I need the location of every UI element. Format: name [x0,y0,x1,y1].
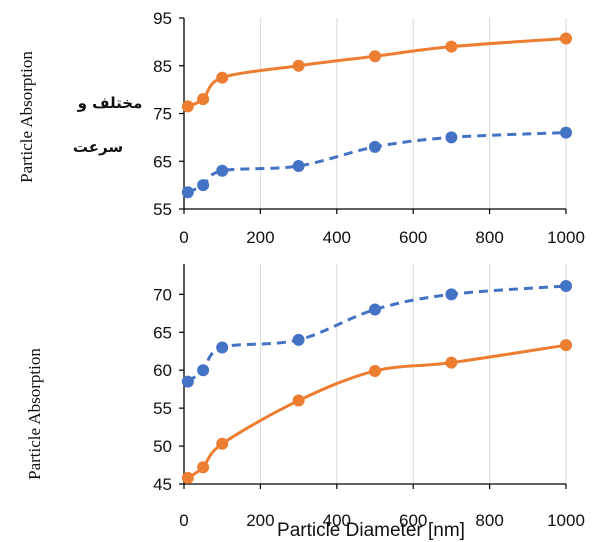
bot-y-tick-label-65: 65 [153,323,172,342]
bot-series-0-point-4 [369,303,381,316]
bot-series-0-point-3 [292,333,305,346]
bot-series-0-point-2 [216,341,229,354]
bottom-axes [179,264,567,489]
top-y-tick-label-95: 95 [153,9,172,28]
top-series-1-point-2 [216,164,229,177]
top-gridlines [259,18,567,209]
bot-series-1-point-6 [560,339,572,352]
bottom-series [181,280,572,484]
bottom-y-axis-label: Particle Absorption [25,348,44,480]
top-series-0-point-2 [216,71,229,84]
top-y-axis-label: Particle Absorption [17,51,36,183]
top-series-0-point-6 [560,32,572,45]
bot-series-0-point-1 [197,364,210,377]
top-series-1-point-4 [369,140,381,153]
top-x-tick-label-0: 0 [179,228,188,247]
top-x-tick-label-400: 400 [323,228,351,247]
top-overlay-text-1: مختلف و [77,94,143,112]
top-series-0-point-3 [292,59,305,72]
bot-y-tick-label-45: 45 [153,475,172,494]
bot-series-1-point-1 [197,461,210,474]
bot-series-1-line [186,343,567,480]
top-series-1-point-3 [292,160,305,173]
bot-series-0-point-5 [445,288,458,301]
top-series-1-point-0 [181,186,194,199]
top-chart: 55 65 75 85 95 0 200 400 600 800 1000 Particle Abs… [17,9,585,247]
bot-series-1-point-2 [216,437,229,450]
bot-series-1-point-4 [369,364,381,377]
top-series-1-point-1 [197,179,210,192]
bot-x-tick-label-200: 200 [246,511,274,530]
bot-x-tick-label-400: 400 [323,511,351,530]
bot-y-tick-label-55: 55 [153,399,172,418]
top-x-tick-label-1000: 1000 [547,228,585,247]
bot-series-0-point-0 [181,375,194,388]
bot-series-1-point-3 [292,394,305,407]
top-x-tick-label-800: 800 [475,228,503,247]
top-y-tick-label-65: 65 [153,152,172,171]
x-axis-label: Particle Diameter [nm] [277,520,465,541]
bottom-gridlines [259,264,567,484]
top-series-0-point-1 [197,93,210,106]
top-series-1-point-5 [445,131,458,144]
bot-y-tick-label-50: 50 [153,437,172,456]
bottom-tick-labels: 45 50 55 60 65 70 0 200 400 600 800 1000 [153,285,585,530]
bot-series-1-point-0 [181,471,194,484]
top-series-0-point-5 [445,40,458,53]
top-x-tick-label-200: 200 [246,228,274,247]
top-y-tick-label-55: 55 [153,200,172,219]
top-x-tick-label-600: 600 [399,228,427,247]
top-overlay-text-2: سرعت [73,138,123,156]
bot-x-tick-label-800: 800 [475,511,503,530]
bot-series-0-point-6 [560,280,572,292]
bot-x-tick-label-600: 600 [399,511,427,530]
top-y-tick-label-75: 75 [153,105,172,124]
bot-series-1-point-5 [445,356,458,369]
top-series [181,32,572,199]
top-series-1-point-6 [560,126,572,139]
bot-y-tick-label-60: 60 [153,361,172,380]
top-axes [179,17,567,214]
top-series-0-line [187,37,567,108]
top-series-0-point-0 [181,100,194,113]
top-y-tick-label-85: 85 [153,57,172,76]
top-tick-labels: 55 65 75 85 95 0 200 400 600 800 1000 [153,9,585,247]
bottom-chart: 45 50 55 60 65 70 0 200 400 600 800 1000 Particle A… [25,264,585,541]
bot-x-tick-label-1000: 1000 [547,511,585,530]
top-series-0-point-4 [369,50,381,63]
bot-y-tick-label-70: 70 [153,285,172,304]
bot-x-tick-label-0: 0 [179,511,188,530]
